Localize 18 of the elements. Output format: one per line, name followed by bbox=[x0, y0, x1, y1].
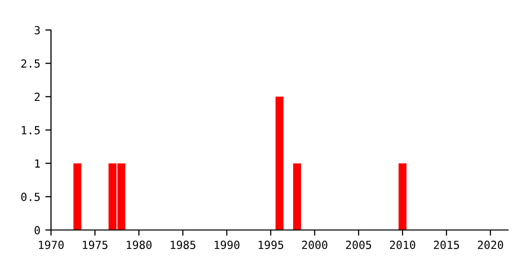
x-tick-label: 2015 bbox=[434, 240, 459, 250]
y-tick-label: 1 bbox=[35, 159, 40, 168]
x-tick-label: 2010 bbox=[390, 240, 416, 250]
x-tick-label: 1980 bbox=[126, 240, 152, 250]
x-tick-label: 1995 bbox=[258, 240, 284, 250]
x-tick-label: 1985 bbox=[170, 240, 196, 250]
x-tick-label: 1990 bbox=[214, 240, 240, 250]
y-tick-label: 0.5 bbox=[21, 192, 40, 202]
x-tick-label: 2000 bbox=[302, 240, 328, 250]
y-tick-label: 0 bbox=[34, 226, 40, 234]
x-tick-label: 1970 bbox=[38, 240, 64, 250]
x-tick-label: 2020 bbox=[478, 240, 504, 250]
x-tick-label: 1975 bbox=[82, 240, 108, 250]
y-tick-label: 3 bbox=[34, 26, 40, 34]
y-tick-label: 2 bbox=[34, 92, 40, 101]
y-tick-label: 1.5 bbox=[22, 126, 40, 134]
x-tick-label: 2005 bbox=[346, 240, 372, 250]
y-tick-label: 2.5 bbox=[21, 59, 40, 68]
